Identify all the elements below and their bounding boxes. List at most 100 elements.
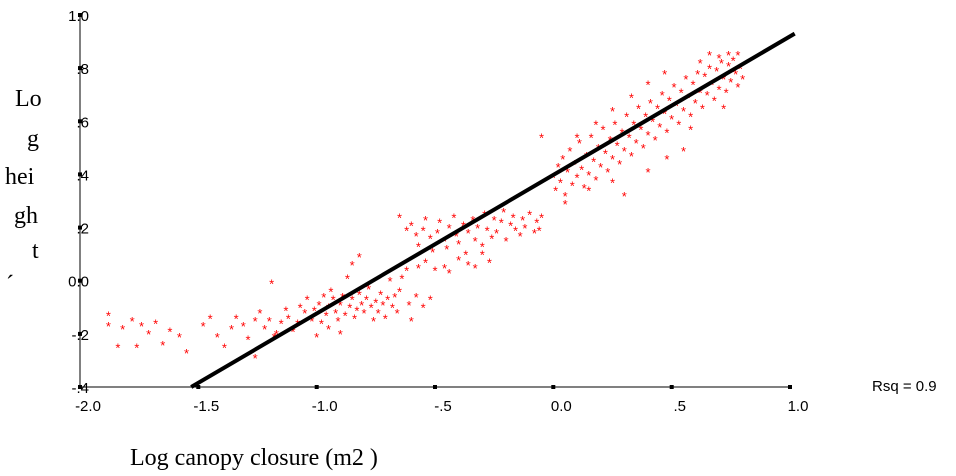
data-point: * (326, 322, 331, 337)
data-point: * (444, 242, 449, 257)
data-point: * (421, 224, 426, 239)
data-point: * (501, 205, 506, 220)
data-point: * (539, 131, 544, 146)
data-point: * (366, 282, 371, 297)
data-point: * (309, 314, 314, 329)
data-point: * (331, 293, 336, 308)
data-point: * (563, 189, 568, 204)
data-point: * (707, 62, 712, 77)
regression-line (190, 31, 796, 389)
data-point: * (688, 123, 693, 138)
y-axis-title-line: hei (5, 164, 35, 190)
data-point: * (229, 322, 234, 337)
data-point: * (657, 120, 662, 135)
data-point: * (579, 163, 584, 178)
data-point: * (352, 311, 357, 326)
data-point: * (312, 303, 317, 318)
data-point: * (589, 131, 594, 146)
data-point: * (371, 314, 376, 329)
x-tick-mark (788, 385, 792, 389)
data-point: * (627, 131, 632, 146)
data-point: * (454, 229, 459, 244)
data-point: * (480, 248, 485, 263)
data-point: * (716, 83, 721, 98)
data-point: * (641, 141, 646, 156)
y-tick-label: -.2 (71, 327, 89, 344)
data-point: * (430, 245, 435, 260)
data-point: * (610, 152, 615, 167)
data-point: * (456, 237, 461, 252)
data-point: * (359, 298, 364, 313)
data-point: * (279, 317, 284, 332)
data-point: * (740, 72, 745, 87)
data-point: * (719, 56, 724, 71)
x-tick-label: 1.0 (788, 398, 809, 415)
data-point: * (539, 210, 544, 225)
data-point: * (324, 309, 329, 324)
data-point: * (645, 77, 650, 92)
data-point: * (518, 229, 523, 244)
data-point: * (423, 256, 428, 271)
data-point: * (603, 147, 608, 162)
data-point: * (653, 133, 658, 148)
x-tick-mark (314, 385, 319, 389)
y-axis-ticks: -.4 -.2 0.0 .2 .4 .6 .8 1.0 (68, 8, 89, 397)
data-point: * (428, 232, 433, 247)
data-point: * (134, 341, 139, 356)
data-point: * (629, 91, 634, 106)
y-tick-mark (78, 331, 82, 336)
x-tick-label: 0.0 (551, 398, 572, 415)
data-point: * (160, 338, 165, 353)
data-point: * (664, 152, 669, 167)
rsq-annotation: Rsq = 0.9 (872, 378, 937, 395)
data-point: * (721, 101, 726, 116)
data-point: * (551, 170, 556, 185)
data-point: * (648, 96, 653, 111)
data-point: * (574, 170, 579, 185)
data-point: * (553, 184, 558, 199)
data-point: * (709, 77, 714, 92)
data-point: * (586, 168, 591, 183)
data-point: * (513, 224, 518, 239)
data-point: * (395, 306, 400, 321)
data-point: * (577, 136, 582, 151)
data-point: * (416, 240, 421, 255)
data-point: * (735, 48, 740, 63)
data-point: * (361, 306, 366, 321)
points-layer: *********** ********************* **** ****… (106, 48, 745, 366)
data-point: * (688, 109, 693, 124)
data-point: * (392, 290, 397, 305)
data-point: * (253, 351, 258, 366)
x-tick-mark (669, 385, 674, 389)
data-point: * (702, 70, 707, 85)
y-tick-label: -.4 (71, 380, 89, 397)
data-point: * (338, 327, 343, 342)
data-point: * (350, 293, 355, 308)
data-point: * (615, 139, 620, 154)
data-point: * (617, 157, 622, 172)
y-tick-label: 0.0 (68, 274, 89, 291)
data-point: * (681, 104, 686, 119)
data-point: * (558, 176, 563, 191)
data-point: * (664, 125, 669, 140)
data-point: * (234, 311, 239, 326)
y-tick-mark (78, 66, 82, 71)
data-point: * (487, 256, 492, 271)
data-point: * (364, 293, 369, 308)
y-tick-mark (78, 278, 82, 283)
y-tick-mark (78, 225, 82, 230)
data-point: * (690, 77, 695, 92)
data-point: * (733, 67, 738, 82)
data-point: * (716, 51, 721, 66)
y-axis-title-line: Lo (15, 86, 42, 112)
data-point: * (432, 263, 437, 278)
data-point: * (269, 277, 274, 292)
data-point: * (350, 258, 355, 273)
data-point: * (634, 136, 639, 151)
data-point: * (184, 346, 189, 361)
data-point: * (662, 67, 667, 82)
data-point: * (622, 189, 627, 204)
data-point: * (475, 221, 480, 236)
data-point: * (343, 309, 348, 324)
